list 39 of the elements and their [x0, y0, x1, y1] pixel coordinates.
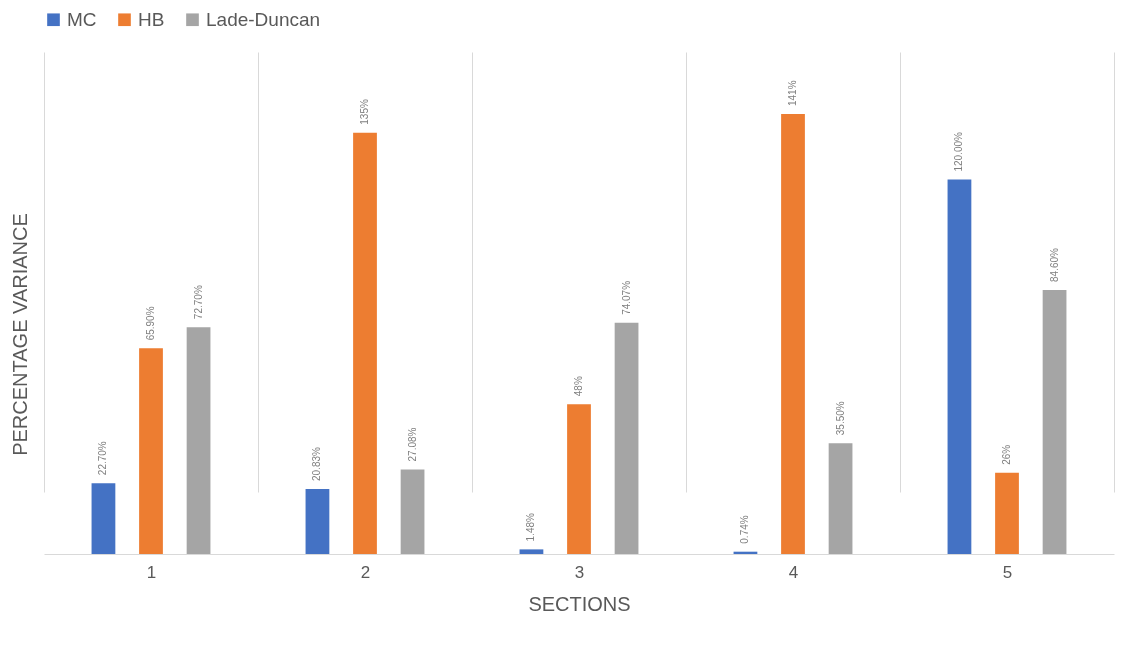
bar	[353, 132, 377, 554]
x-tick-label: 1	[146, 562, 157, 582]
bar	[781, 114, 805, 554]
data-label: 65.90%	[145, 306, 156, 341]
bar	[139, 348, 163, 554]
bar	[614, 322, 639, 554]
data-label: 135%	[359, 99, 370, 125]
data-label: 26%	[1001, 444, 1012, 465]
legend-label: Lade-Duncan	[206, 8, 321, 30]
bar	[1042, 290, 1067, 554]
bar	[91, 483, 116, 554]
legend-label: HB	[138, 8, 165, 30]
legend-label: MC	[67, 8, 97, 30]
data-label: 84.60%	[1048, 247, 1060, 282]
y-axis-title: PERCENTAGE VARIANCE	[8, 213, 31, 456]
bar	[186, 327, 211, 554]
bar	[400, 469, 425, 554]
data-label: 22.70%	[97, 441, 109, 476]
x-tick-label: 2	[360, 562, 371, 582]
x-tick-label: 4	[788, 562, 799, 582]
data-label: 1.48%	[525, 512, 537, 542]
x-tick-label: 5	[1002, 562, 1013, 582]
bar	[305, 489, 330, 554]
bar	[519, 549, 544, 554]
bar	[828, 443, 853, 554]
data-label: 35.50%	[834, 401, 846, 436]
data-label: 120.00%	[953, 131, 965, 172]
x-axis-title: SECTIONS	[528, 592, 631, 615]
data-label: 72.70%	[192, 285, 204, 320]
data-label: 48%	[573, 376, 584, 397]
data-label: 27.08%	[406, 427, 418, 462]
bar	[947, 179, 972, 554]
bar	[995, 472, 1019, 554]
data-label: 74.07%	[620, 280, 632, 315]
bar	[567, 404, 591, 554]
data-label: 0.74%	[739, 515, 751, 544]
x-tick-label: 3	[574, 562, 585, 582]
data-label: 141%	[787, 80, 798, 106]
data-label: 20.83%	[311, 446, 323, 481]
